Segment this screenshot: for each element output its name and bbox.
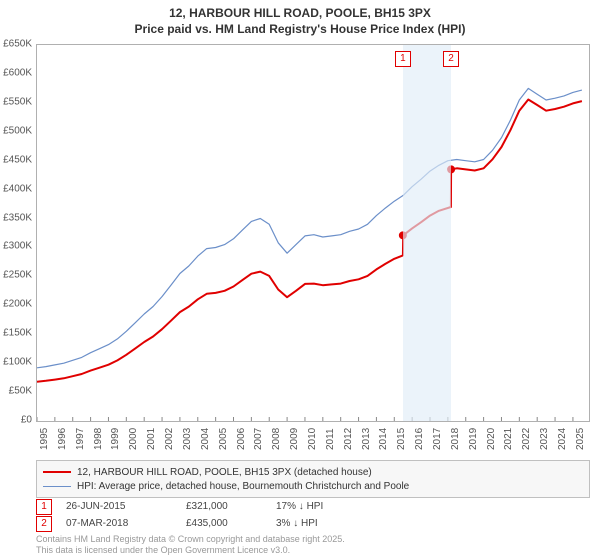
- legend: 12, HARBOUR HILL ROAD, POOLE, BH15 3PX (…: [36, 460, 590, 498]
- y-tick-label: £50K: [2, 386, 32, 397]
- x-tick-label: 2017: [432, 428, 443, 450]
- x-tick-label: 2023: [539, 428, 550, 450]
- x-tick-label: 1998: [93, 428, 104, 450]
- legend-row-2: HPI: Average price, detached house, Bour…: [43, 479, 583, 493]
- y-tick-label: £100K: [2, 357, 32, 368]
- y-tick-label: £150K: [2, 328, 32, 339]
- x-tick-label: 2025: [575, 428, 586, 450]
- x-tick-label: 2012: [343, 428, 354, 450]
- marker-1: 1: [395, 51, 411, 67]
- x-tick-label: 2003: [182, 428, 193, 450]
- x-tick-label: 2010: [307, 428, 318, 450]
- row-marker: 2: [36, 516, 52, 532]
- footer-line-1: Contains HM Land Registry data © Crown c…: [36, 534, 345, 544]
- y-tick-label: £200K: [2, 299, 32, 310]
- x-tick-label: 2021: [503, 428, 514, 450]
- x-tick-label: 2002: [164, 428, 175, 450]
- legend-label-2: HPI: Average price, detached house, Bour…: [77, 481, 409, 492]
- x-tick-label: 2007: [253, 428, 264, 450]
- y-tick-label: £500K: [2, 125, 32, 136]
- x-tick-label: 2022: [521, 428, 532, 450]
- y-tick-label: £550K: [2, 96, 32, 107]
- x-tick-label: 2005: [218, 428, 229, 450]
- row-price: £321,000: [186, 501, 276, 512]
- y-tick-label: £600K: [2, 67, 32, 78]
- y-tick-label: £250K: [2, 270, 32, 281]
- x-tick-label: 2020: [486, 428, 497, 450]
- y-tick-label: £450K: [2, 154, 32, 165]
- transactions-table: 1 26-JUN-2015£321,00017% ↓ HPI 2 07-MAR-201…: [36, 498, 346, 532]
- x-tick-label: 2001: [146, 428, 157, 450]
- legend-row-1: 12, HARBOUR HILL ROAD, POOLE, BH15 3PX (…: [43, 465, 583, 479]
- x-tick-label: 2024: [557, 428, 568, 450]
- y-tick-label: £300K: [2, 241, 32, 252]
- row-date: 26-JUN-2015: [66, 501, 186, 512]
- title-line-1: 12, HARBOUR HILL ROAD, POOLE, BH15 3PX: [169, 6, 431, 20]
- x-tick-label: 2015: [396, 428, 407, 450]
- footer: Contains HM Land Registry data © Crown c…: [36, 534, 345, 556]
- x-tick-label: 1997: [75, 428, 86, 450]
- x-tick-label: 2011: [325, 428, 336, 450]
- row-marker: 1: [36, 499, 52, 515]
- plot-area: 12: [36, 44, 590, 422]
- y-tick-label: £350K: [2, 212, 32, 223]
- row-pct: 17% ↓ HPI: [276, 501, 346, 512]
- x-tick-label: 2014: [378, 428, 389, 450]
- footer-line-2: This data is licensed under the Open Gov…: [36, 545, 290, 555]
- row-pct: 3% ↓ HPI: [276, 518, 346, 529]
- series-hpi: [37, 88, 582, 367]
- series-price_paid: [37, 100, 582, 382]
- chart-title: 12, HARBOUR HILL ROAD, POOLE, BH15 3PX P…: [0, 0, 600, 37]
- x-tick-label: 2006: [236, 428, 247, 450]
- x-tick-label: 2004: [200, 428, 211, 450]
- x-tick-label: 1999: [110, 428, 121, 450]
- x-tick-label: 2016: [414, 428, 425, 450]
- row-date: 07-MAR-2018: [66, 518, 186, 529]
- x-tick-label: 2008: [271, 428, 282, 450]
- y-tick-label: £650K: [2, 39, 32, 50]
- legend-label-1: 12, HARBOUR HILL ROAD, POOLE, BH15 3PX (…: [77, 467, 372, 478]
- transaction-row: 2 07-MAR-2018£435,0003% ↓ HPI: [36, 515, 346, 532]
- x-tick-label: 1996: [57, 428, 68, 450]
- y-tick-label: £0: [2, 415, 32, 426]
- x-tick-label: 1995: [39, 428, 50, 450]
- x-tick-label: 2009: [289, 428, 300, 450]
- transaction-row: 1 26-JUN-2015£321,00017% ↓ HPI: [36, 498, 346, 515]
- legend-swatch-2: [43, 486, 71, 487]
- x-tick-label: 2018: [450, 428, 461, 450]
- chart-container: 12, HARBOUR HILL ROAD, POOLE, BH15 3PX P…: [0, 0, 600, 560]
- marker-2: 2: [443, 51, 459, 67]
- legend-swatch-1: [43, 471, 71, 473]
- x-tick-label: 2000: [128, 428, 139, 450]
- highlight-band: [403, 45, 451, 421]
- title-line-2: Price paid vs. HM Land Registry's House …: [135, 22, 466, 36]
- row-price: £435,000: [186, 518, 276, 529]
- y-tick-label: £400K: [2, 183, 32, 194]
- x-tick-label: 2013: [361, 428, 372, 450]
- x-tick-label: 2019: [468, 428, 479, 450]
- chart-svg: [37, 45, 589, 421]
